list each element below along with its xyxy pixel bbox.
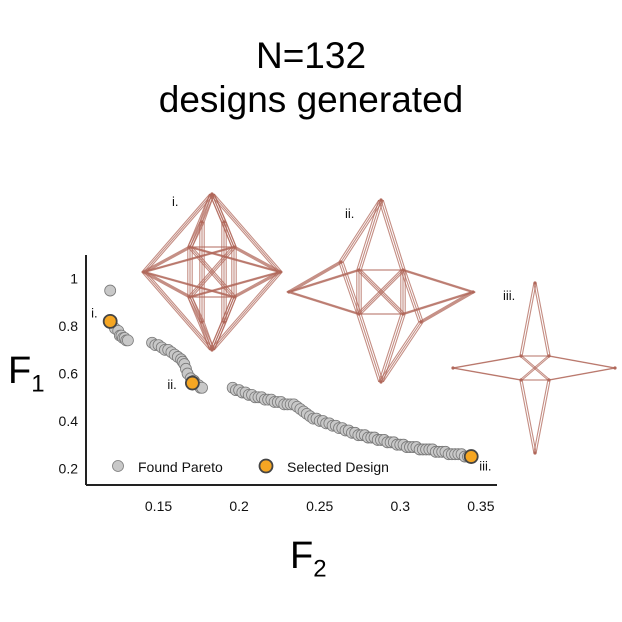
chart-legend: Found Pareto Selected Design	[112, 458, 389, 475]
selected-design-label: iii.	[479, 459, 491, 474]
x-tick-label: 0.35	[467, 498, 494, 514]
found-pareto-point	[122, 334, 134, 347]
y-tick-label: 1	[70, 271, 78, 287]
chart-points: i. ii. iii.	[91, 284, 491, 474]
y-tick-label: 0.6	[59, 366, 79, 382]
legend-label-found: Found Pareto	[138, 459, 223, 475]
found-pareto-point	[104, 284, 117, 297]
x-axis-title: F2	[290, 535, 327, 583]
design-label: ii.	[345, 206, 354, 221]
design-illustrations: i. ii. iii.	[141, 192, 617, 455]
chart-axes: 0.15 0.2 0.25 0.3 0.35 0.2 0.4 0.6 0.8 1	[59, 255, 497, 514]
title-line-1: N=132	[255, 35, 367, 76]
x-tick-label: 0.15	[145, 498, 172, 514]
y-tick-label: 0.4	[59, 413, 79, 429]
x-tick-label: 0.2	[229, 498, 249, 514]
x-tick-label: 0.3	[391, 498, 411, 514]
design-label: iii.	[503, 288, 515, 303]
x-tick-label: 0.25	[306, 498, 333, 514]
design-iii-illustration	[451, 281, 617, 455]
y-axis-title: F1	[8, 350, 45, 398]
design-i-illustration	[141, 192, 283, 352]
title-line-2: designs generated	[158, 79, 464, 120]
y-tick-label: 0.8	[59, 318, 79, 334]
selected-design-label: i.	[91, 305, 98, 320]
legend-label-selected: Selected Design	[287, 459, 389, 475]
design-ii-illustration	[286, 198, 476, 384]
design-label: i.	[172, 194, 179, 209]
y-tick-label: 0.2	[59, 460, 79, 476]
legend-marker-selected	[258, 458, 274, 474]
selected-design-point	[184, 375, 200, 391]
legend-marker-found	[112, 460, 124, 472]
selected-design-point	[463, 449, 479, 464]
selected-design-label: ii.	[167, 377, 176, 392]
selected-design-point	[102, 313, 118, 329]
